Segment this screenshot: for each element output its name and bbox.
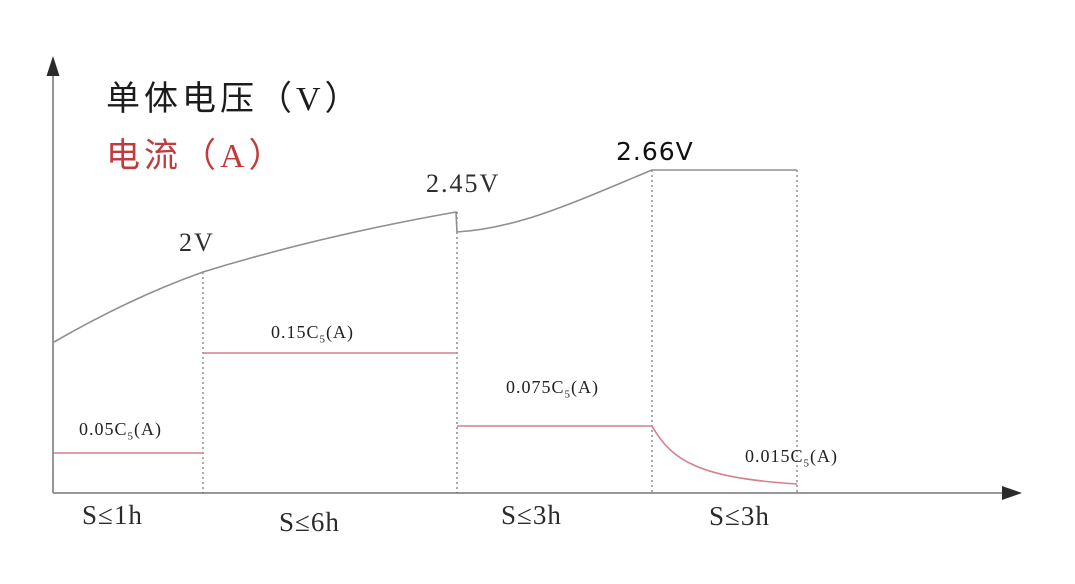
y-axis-arrow-icon [46,56,60,76]
voltage-marker-245v: 2.45V [426,169,501,198]
stage-duration-label-1: S≤1h [82,500,143,530]
current-curve [54,352,798,485]
legend-current-title: 电流（A） [106,138,287,175]
current-label-stage2-unit: (A) [326,322,355,342]
current-label-stage3-value: 0.075C [506,377,565,397]
current-label-stage2-subscript: 5 [319,333,327,346]
current-label-stage1-subscript: 5 [127,430,135,443]
current-label-stage4: 0.015C5(A) [745,447,838,470]
current-label-stage2-value: 0.15C [271,322,320,342]
voltage-marker-266v: 2.66V [616,137,694,166]
stage-duration-label-4: S≤3h [709,501,770,531]
current-label-stage1: 0.05C5(A) [79,420,162,443]
current-label-stage4-value: 0.015C [745,446,804,466]
voltage-marker-2v: 2V [179,228,215,257]
legend-voltage-title: 单体电压（V） [106,81,363,118]
x-axis-arrow-icon [1002,486,1022,500]
current-label-stage1-value: 0.05C [79,419,128,439]
current-label-stage4-unit: (A) [810,446,839,466]
current-label-stage3-subscript: 5 [564,388,572,401]
stage-duration-label-2: S≤6h [279,507,340,537]
voltage-curve [53,169,797,343]
current-label-stage1-unit: (A) [134,419,163,439]
stage-duration-label-3: S≤3h [501,500,562,530]
current-label-stage3-unit: (A) [571,377,600,397]
current-label-stage3: 0.075C5(A) [506,378,599,401]
current-label-stage4-subscript: 5 [803,457,811,470]
current-label-stage2: 0.15C5(A) [271,323,354,346]
